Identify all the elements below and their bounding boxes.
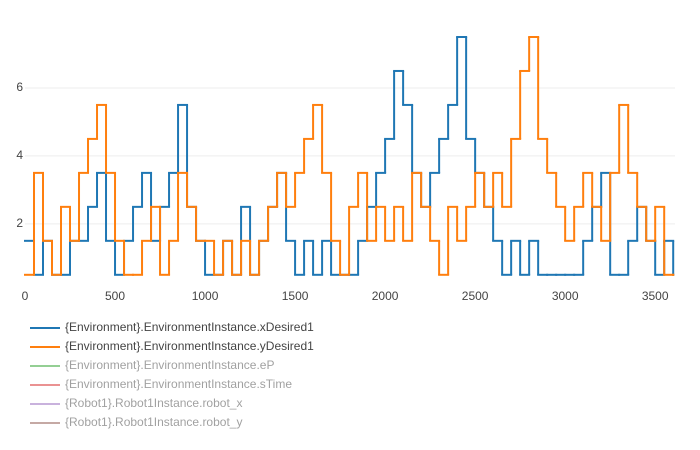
x-tick-label: 500 (105, 289, 125, 303)
y-tick-label: 4 (16, 148, 23, 162)
legend-label[interactable]: {Environment}.EnvironmentInstance.xDesir… (65, 320, 314, 334)
legend-label[interactable]: {Robot1}.Robot1Instance.robot_y (65, 415, 242, 429)
legend-label[interactable]: {Environment}.EnvironmentInstance.sTime (65, 377, 292, 391)
x-tick-label: 1000 (192, 289, 219, 303)
x-tick-label: 3000 (552, 289, 579, 303)
y-tick-label: 2 (16, 216, 23, 230)
legend-label[interactable]: {Robot1}.Robot1Instance.robot_x (65, 396, 242, 410)
legend-label[interactable]: {Environment}.EnvironmentInstance.yDesir… (65, 339, 314, 353)
x-tick-label: 2500 (462, 289, 489, 303)
x-tick-label: 2000 (372, 289, 399, 303)
y-tick-label: 6 (16, 80, 23, 94)
x-tick-label: 1500 (282, 289, 309, 303)
x-tick-label: 0 (22, 289, 29, 303)
x-tick-label: 3500 (642, 289, 669, 303)
legend-label[interactable]: {Environment}.EnvironmentInstance.eP (65, 358, 274, 372)
